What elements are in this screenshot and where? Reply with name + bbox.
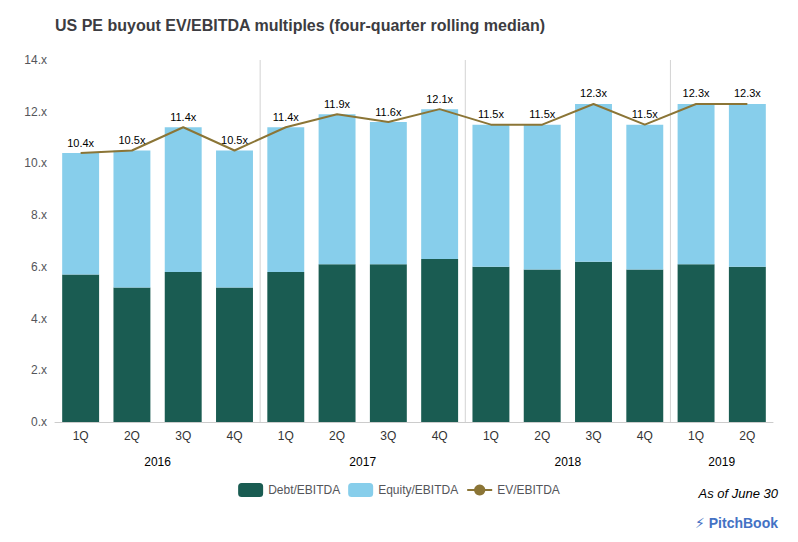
svg-text:12.x: 12.x bbox=[24, 105, 47, 119]
svg-text:2016: 2016 bbox=[144, 455, 171, 469]
svg-text:11.5x: 11.5x bbox=[478, 108, 505, 120]
svg-text:2Q: 2Q bbox=[534, 429, 550, 443]
svg-text:4.x: 4.x bbox=[31, 312, 47, 326]
svg-text:EV/EBITDA: EV/EBITDA bbox=[497, 483, 560, 497]
svg-text:2017: 2017 bbox=[349, 455, 376, 469]
svg-text:2018: 2018 bbox=[555, 455, 582, 469]
svg-text:1Q: 1Q bbox=[73, 429, 89, 443]
svg-text:⚡ PitchBook: ⚡ PitchBook bbox=[695, 515, 778, 531]
svg-text:10.x: 10.x bbox=[24, 156, 47, 170]
svg-text:11.5x: 11.5x bbox=[529, 108, 556, 120]
svg-text:3Q: 3Q bbox=[380, 429, 396, 443]
svg-text:US PE buyout EV/EBITDA multipl: US PE buyout EV/EBITDA multiples (four-q… bbox=[55, 17, 545, 34]
svg-text:11.4x: 11.4x bbox=[170, 111, 197, 123]
svg-text:4Q: 4Q bbox=[226, 429, 242, 443]
svg-text:12.1x: 12.1x bbox=[426, 93, 453, 105]
svg-text:12.3x: 12.3x bbox=[683, 87, 710, 99]
svg-text:4Q: 4Q bbox=[637, 429, 653, 443]
svg-text:11.4x: 11.4x bbox=[273, 111, 300, 123]
svg-text:2Q: 2Q bbox=[329, 429, 345, 443]
svg-text:2Q: 2Q bbox=[124, 429, 140, 443]
svg-text:10.4x: 10.4x bbox=[67, 137, 94, 149]
svg-text:3Q: 3Q bbox=[175, 429, 191, 443]
svg-text:12.3x: 12.3x bbox=[580, 87, 607, 99]
svg-text:As of June 30: As of June 30 bbox=[698, 486, 779, 501]
svg-text:10.5x: 10.5x bbox=[118, 134, 145, 146]
svg-text:1Q: 1Q bbox=[688, 429, 704, 443]
svg-text:10.5x: 10.5x bbox=[221, 134, 248, 146]
svg-text:11.9x: 11.9x bbox=[324, 98, 351, 110]
svg-text:4Q: 4Q bbox=[432, 429, 448, 443]
svg-text:2.x: 2.x bbox=[31, 363, 47, 377]
svg-text:1Q: 1Q bbox=[278, 429, 294, 443]
svg-text:8.x: 8.x bbox=[31, 208, 47, 222]
svg-text:Debt/EBITDA: Debt/EBITDA bbox=[268, 483, 340, 497]
svg-text:0.x: 0.x bbox=[31, 415, 47, 429]
svg-text:3Q: 3Q bbox=[585, 429, 601, 443]
svg-text:11.5x: 11.5x bbox=[632, 108, 659, 120]
svg-text:6.x: 6.x bbox=[31, 260, 47, 274]
svg-text:11.6x: 11.6x bbox=[375, 106, 402, 118]
svg-text:12.3x: 12.3x bbox=[734, 87, 761, 99]
svg-text:1Q: 1Q bbox=[483, 429, 499, 443]
svg-text:Equity/EBITDA: Equity/EBITDA bbox=[378, 483, 458, 497]
svg-text:2019: 2019 bbox=[708, 455, 735, 469]
svg-text:14.x: 14.x bbox=[24, 53, 47, 67]
svg-text:2Q: 2Q bbox=[739, 429, 755, 443]
